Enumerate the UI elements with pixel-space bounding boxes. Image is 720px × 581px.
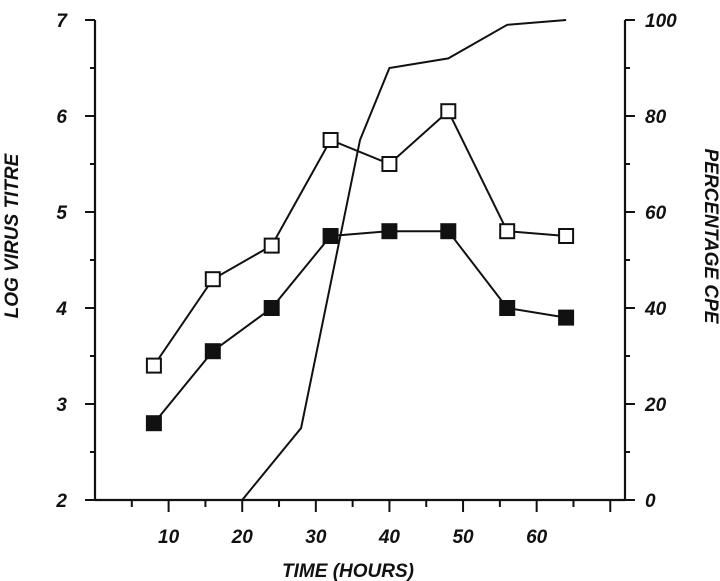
series-1-point [382,157,396,171]
y-tick-label: 4 [55,299,67,320]
series-2-point [500,301,514,315]
y-axis-title: LOG VIRUS TITRE [2,152,23,318]
y-tick-label: 5 [56,203,67,224]
series-2-point [559,311,573,325]
x-tick-label: 20 [231,527,254,548]
series-1-point [147,359,161,373]
series-3-line [242,20,566,500]
series-1-point [500,224,514,238]
series-2-point [441,224,455,238]
series-2-point [147,416,161,430]
y2-tick-label: 20 [644,395,667,416]
series-layer [147,20,573,500]
y-tick-label: 7 [56,11,68,32]
x-tick-label: 50 [452,527,474,548]
series-2-point [324,229,338,243]
x-tick-label: 40 [378,527,401,548]
y-tick-label: 3 [56,395,67,416]
series-2-point [382,224,396,238]
y2-tick-label: 80 [645,107,667,128]
y2-tick-label: 100 [645,11,677,32]
y2-tick-label: 40 [644,299,667,320]
series-1-point [206,272,220,286]
series-2-line [154,231,566,423]
series-1-point [441,104,455,118]
y-tick-label: 2 [55,491,67,512]
series-2-point [265,301,279,315]
x-tick-label: 60 [526,527,548,548]
series-2-point [206,344,220,358]
series-1-point [324,133,338,147]
y-tick-label: 6 [56,107,67,128]
x-axis-title: TIME (HOURS) [282,561,414,581]
x-tick-label: 10 [158,527,180,548]
y2-axis-title: PERCENTAGE CPE [700,149,720,325]
ticks: 2 3 4 5 6 7 0 20 40 60 80 100 10 20 30 40 50 60 [55,11,677,548]
y2-tick-label: 60 [645,203,667,224]
y2-tick-label: 0 [645,491,656,512]
x-tick-label: 30 [305,527,327,548]
series-1-point [265,239,279,253]
axes [95,20,625,500]
series-1-point [559,229,573,243]
